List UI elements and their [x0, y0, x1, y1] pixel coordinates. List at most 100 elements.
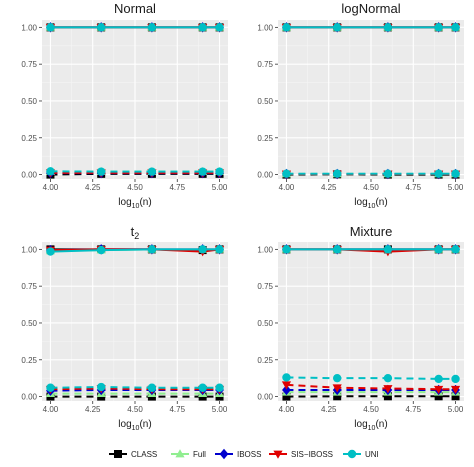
series-uni — [282, 245, 460, 384]
data-point — [333, 392, 342, 401]
data-point — [96, 245, 106, 255]
y-tick-label: 1.00 — [257, 23, 273, 32]
data-point — [434, 392, 443, 401]
series-uni — [46, 23, 224, 176]
legend-item-uni: UNI — [343, 449, 379, 459]
y-tick-label: 0.50 — [21, 319, 37, 328]
x-axis-label: log10(n) — [354, 197, 387, 210]
y-tick-label: 0.25 — [257, 134, 273, 143]
legend-label: SIS−IBOSS — [291, 450, 333, 459]
data-point — [147, 383, 157, 392]
legend-item-class: CLASS — [109, 450, 157, 459]
x-tick-label: 4.50 — [127, 405, 143, 414]
data-point — [451, 374, 460, 384]
x-tick-label: 4.50 — [127, 183, 143, 192]
legend-key-marker — [114, 450, 122, 458]
x-tick-label: 5.00 — [448, 405, 464, 414]
legend-label: CLASS — [131, 450, 157, 459]
legend-label: UNI — [365, 450, 379, 459]
data-point — [383, 245, 393, 254]
y-tick-label: 0.00 — [257, 393, 273, 402]
panel-title: Normal — [114, 1, 156, 16]
x-tick-label: 4.00 — [279, 405, 295, 414]
data-point — [147, 167, 157, 176]
data-point — [434, 169, 443, 178]
data-point — [451, 23, 460, 32]
series-uni — [46, 245, 224, 392]
y-tick-label: 0.50 — [257, 97, 273, 106]
data-point — [332, 373, 342, 383]
data-point — [198, 167, 207, 176]
data-point — [96, 382, 106, 392]
data-point — [147, 23, 157, 32]
legend-item-sis-iboss: SIS−IBOSS — [269, 450, 333, 459]
data-point — [332, 384, 342, 393]
x-tick-label: 5.00 — [212, 405, 228, 414]
data-point — [434, 245, 443, 254]
data-point — [96, 167, 106, 176]
legend-label: IBOSS — [237, 450, 261, 459]
y-tick-label: 0.75 — [257, 282, 273, 291]
data-point — [383, 385, 393, 394]
x-tick-label: 4.25 — [321, 183, 337, 192]
x-tick-label: 4.75 — [169, 183, 185, 192]
series-uni — [282, 23, 460, 178]
y-tick-label: 1.00 — [257, 245, 273, 254]
data-point — [383, 23, 393, 32]
data-point — [198, 245, 207, 254]
y-tick-label: 0.00 — [21, 393, 37, 402]
data-point — [282, 169, 291, 178]
data-point — [434, 385, 444, 395]
x-axis-label: log10(n) — [118, 419, 151, 432]
data-point — [198, 23, 207, 32]
data-point — [198, 383, 207, 392]
panel-lognormal: 4.00 4.25 4.50 4.75 5.00 0.00 0.25 0.50 0.75 1.00… — [257, 1, 464, 210]
legend-key-marker — [175, 449, 185, 458]
data-point — [450, 385, 461, 395]
panel-title: t2 — [131, 224, 140, 241]
x-tick-label: 4.50 — [363, 405, 379, 414]
x-tick-label: 4.50 — [363, 183, 379, 192]
data-point — [383, 373, 393, 383]
x-tick-label: 4.75 — [405, 405, 421, 414]
data-point — [46, 167, 55, 176]
x-tick-label: 4.25 — [85, 405, 101, 414]
data-point — [215, 383, 224, 392]
data-point — [332, 245, 342, 254]
panel-title: Mixture — [350, 224, 393, 239]
panel-t2: 4.00 4.25 4.50 4.75 5.00 0.00 0.25 0.50 0.75 1.00… — [21, 224, 228, 432]
y-tick-label: 1.00 — [21, 23, 37, 32]
y-tick-label: 0.75 — [257, 60, 273, 69]
legend-key-marker — [219, 448, 229, 460]
data-point — [451, 169, 460, 178]
x-tick-label: 4.25 — [321, 405, 337, 414]
x-tick-label: 5.00 — [448, 183, 464, 192]
x-tick-label: 4.00 — [279, 183, 295, 192]
legend: CLASS Full IBOSS SIS−IBOSS UNI — [109, 448, 379, 460]
panel-normal: 4.00 4.25 4.50 4.75 5.00 0.00 0.25 0.50 0.75 1.00… — [21, 1, 228, 210]
data-point — [46, 247, 55, 256]
data-point — [383, 169, 393, 178]
y-tick-label: 0.50 — [257, 319, 273, 328]
data-point — [282, 373, 291, 382]
data-point — [147, 245, 157, 254]
data-point — [332, 23, 342, 32]
x-axis-label: log10(n) — [118, 197, 151, 210]
y-tick-label: 1.00 — [21, 245, 37, 254]
y-tick-label: 0.00 — [257, 171, 273, 180]
y-tick-label: 0.75 — [21, 282, 37, 291]
y-tick-label: 0.50 — [21, 97, 37, 106]
y-tick-label: 0.25 — [21, 134, 37, 143]
x-tick-label: 5.00 — [212, 183, 228, 192]
panel-title: logNormal — [341, 1, 400, 16]
x-tick-label: 4.75 — [405, 183, 421, 192]
y-tick-label: 0.75 — [21, 60, 37, 69]
legend-label: Full — [193, 450, 206, 459]
data-point — [434, 23, 443, 32]
legend-item-iboss: IBOSS — [215, 448, 261, 460]
legend-key-marker — [273, 450, 283, 459]
y-tick-label: 0.25 — [257, 356, 273, 365]
data-point — [451, 245, 460, 254]
y-tick-label: 0.25 — [21, 356, 37, 365]
